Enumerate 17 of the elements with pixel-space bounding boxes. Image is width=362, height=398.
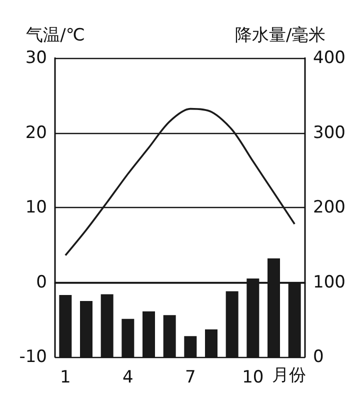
y2-tick-label: 100 (313, 272, 346, 292)
y2-tick-label: 300 (313, 122, 346, 143)
x-tick-label: 10 (242, 368, 264, 388)
x-axis-title: 月份 (272, 366, 306, 386)
y2-tick-label: 400 (313, 48, 346, 68)
y-tick-label: 30 (25, 48, 47, 68)
y-axis-title: 气温/℃ (26, 26, 85, 46)
y2-axis-title: 降水量/毫米 (235, 26, 326, 46)
y2-tick-label: 0 (313, 347, 324, 367)
x-tick-label: 4 (122, 368, 134, 388)
x-tick-label: 1 (60, 368, 71, 388)
y-tick-label: -10 (19, 347, 47, 367)
x-tick-label: 7 (185, 368, 196, 388)
y2-tick-label: 200 (313, 198, 346, 218)
y-tick-label: 20 (25, 122, 47, 143)
y-tick-label: 0 (36, 272, 47, 292)
y-tick-label: 10 (25, 198, 47, 218)
